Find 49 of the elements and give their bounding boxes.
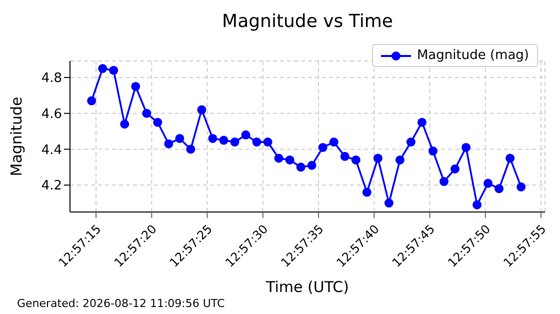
- y-tick-label: 4.2: [41, 178, 62, 194]
- point: [516, 182, 526, 192]
- point: [153, 118, 162, 127]
- point: [384, 198, 394, 208]
- point: [87, 96, 96, 106]
- point: [494, 184, 504, 194]
- point: [373, 154, 382, 163]
- point: [340, 152, 350, 161]
- point: [142, 108, 152, 118]
- point: [351, 155, 360, 164]
- y-axis-title: Magnitude: [7, 96, 26, 176]
- point: [307, 160, 316, 170]
- x-axis-title: Time (UTC): [265, 278, 349, 296]
- point: [98, 64, 108, 74]
- point: [263, 138, 272, 147]
- point: [252, 138, 262, 147]
- point: [296, 162, 306, 172]
- point: [462, 142, 471, 152]
- point: [395, 155, 404, 164]
- point: [208, 134, 218, 143]
- chart-title: Magnitude vs Time: [221, 11, 394, 32]
- point: [120, 120, 130, 129]
- point: [484, 178, 493, 188]
- point: [109, 66, 118, 75]
- text: Generated: 2026-08-12 11:09:56 UTC: [17, 297, 225, 310]
- point: [318, 142, 328, 152]
- point: [362, 188, 372, 197]
- legend-label: Magnitude (mag): [416, 48, 529, 63]
- point: [417, 118, 426, 127]
- point: [197, 105, 206, 114]
- y-tick-label: 4.8: [41, 71, 62, 86]
- point: [440, 177, 448, 186]
- point: [329, 138, 338, 147]
- point: [131, 82, 140, 91]
- point: [219, 136, 228, 145]
- point: [164, 139, 174, 148]
- point: [428, 146, 438, 156]
- point: [285, 155, 294, 164]
- point: [274, 154, 284, 163]
- y-tick-label: 4.6: [41, 106, 62, 122]
- point: [186, 144, 196, 154]
- point: [241, 130, 250, 140]
- point: [472, 200, 482, 210]
- point: [450, 164, 460, 174]
- point: [506, 154, 515, 163]
- y-tick-label: 4.4: [41, 142, 62, 158]
- point: [175, 134, 184, 143]
- point: [406, 138, 416, 147]
- point: [230, 138, 240, 147]
